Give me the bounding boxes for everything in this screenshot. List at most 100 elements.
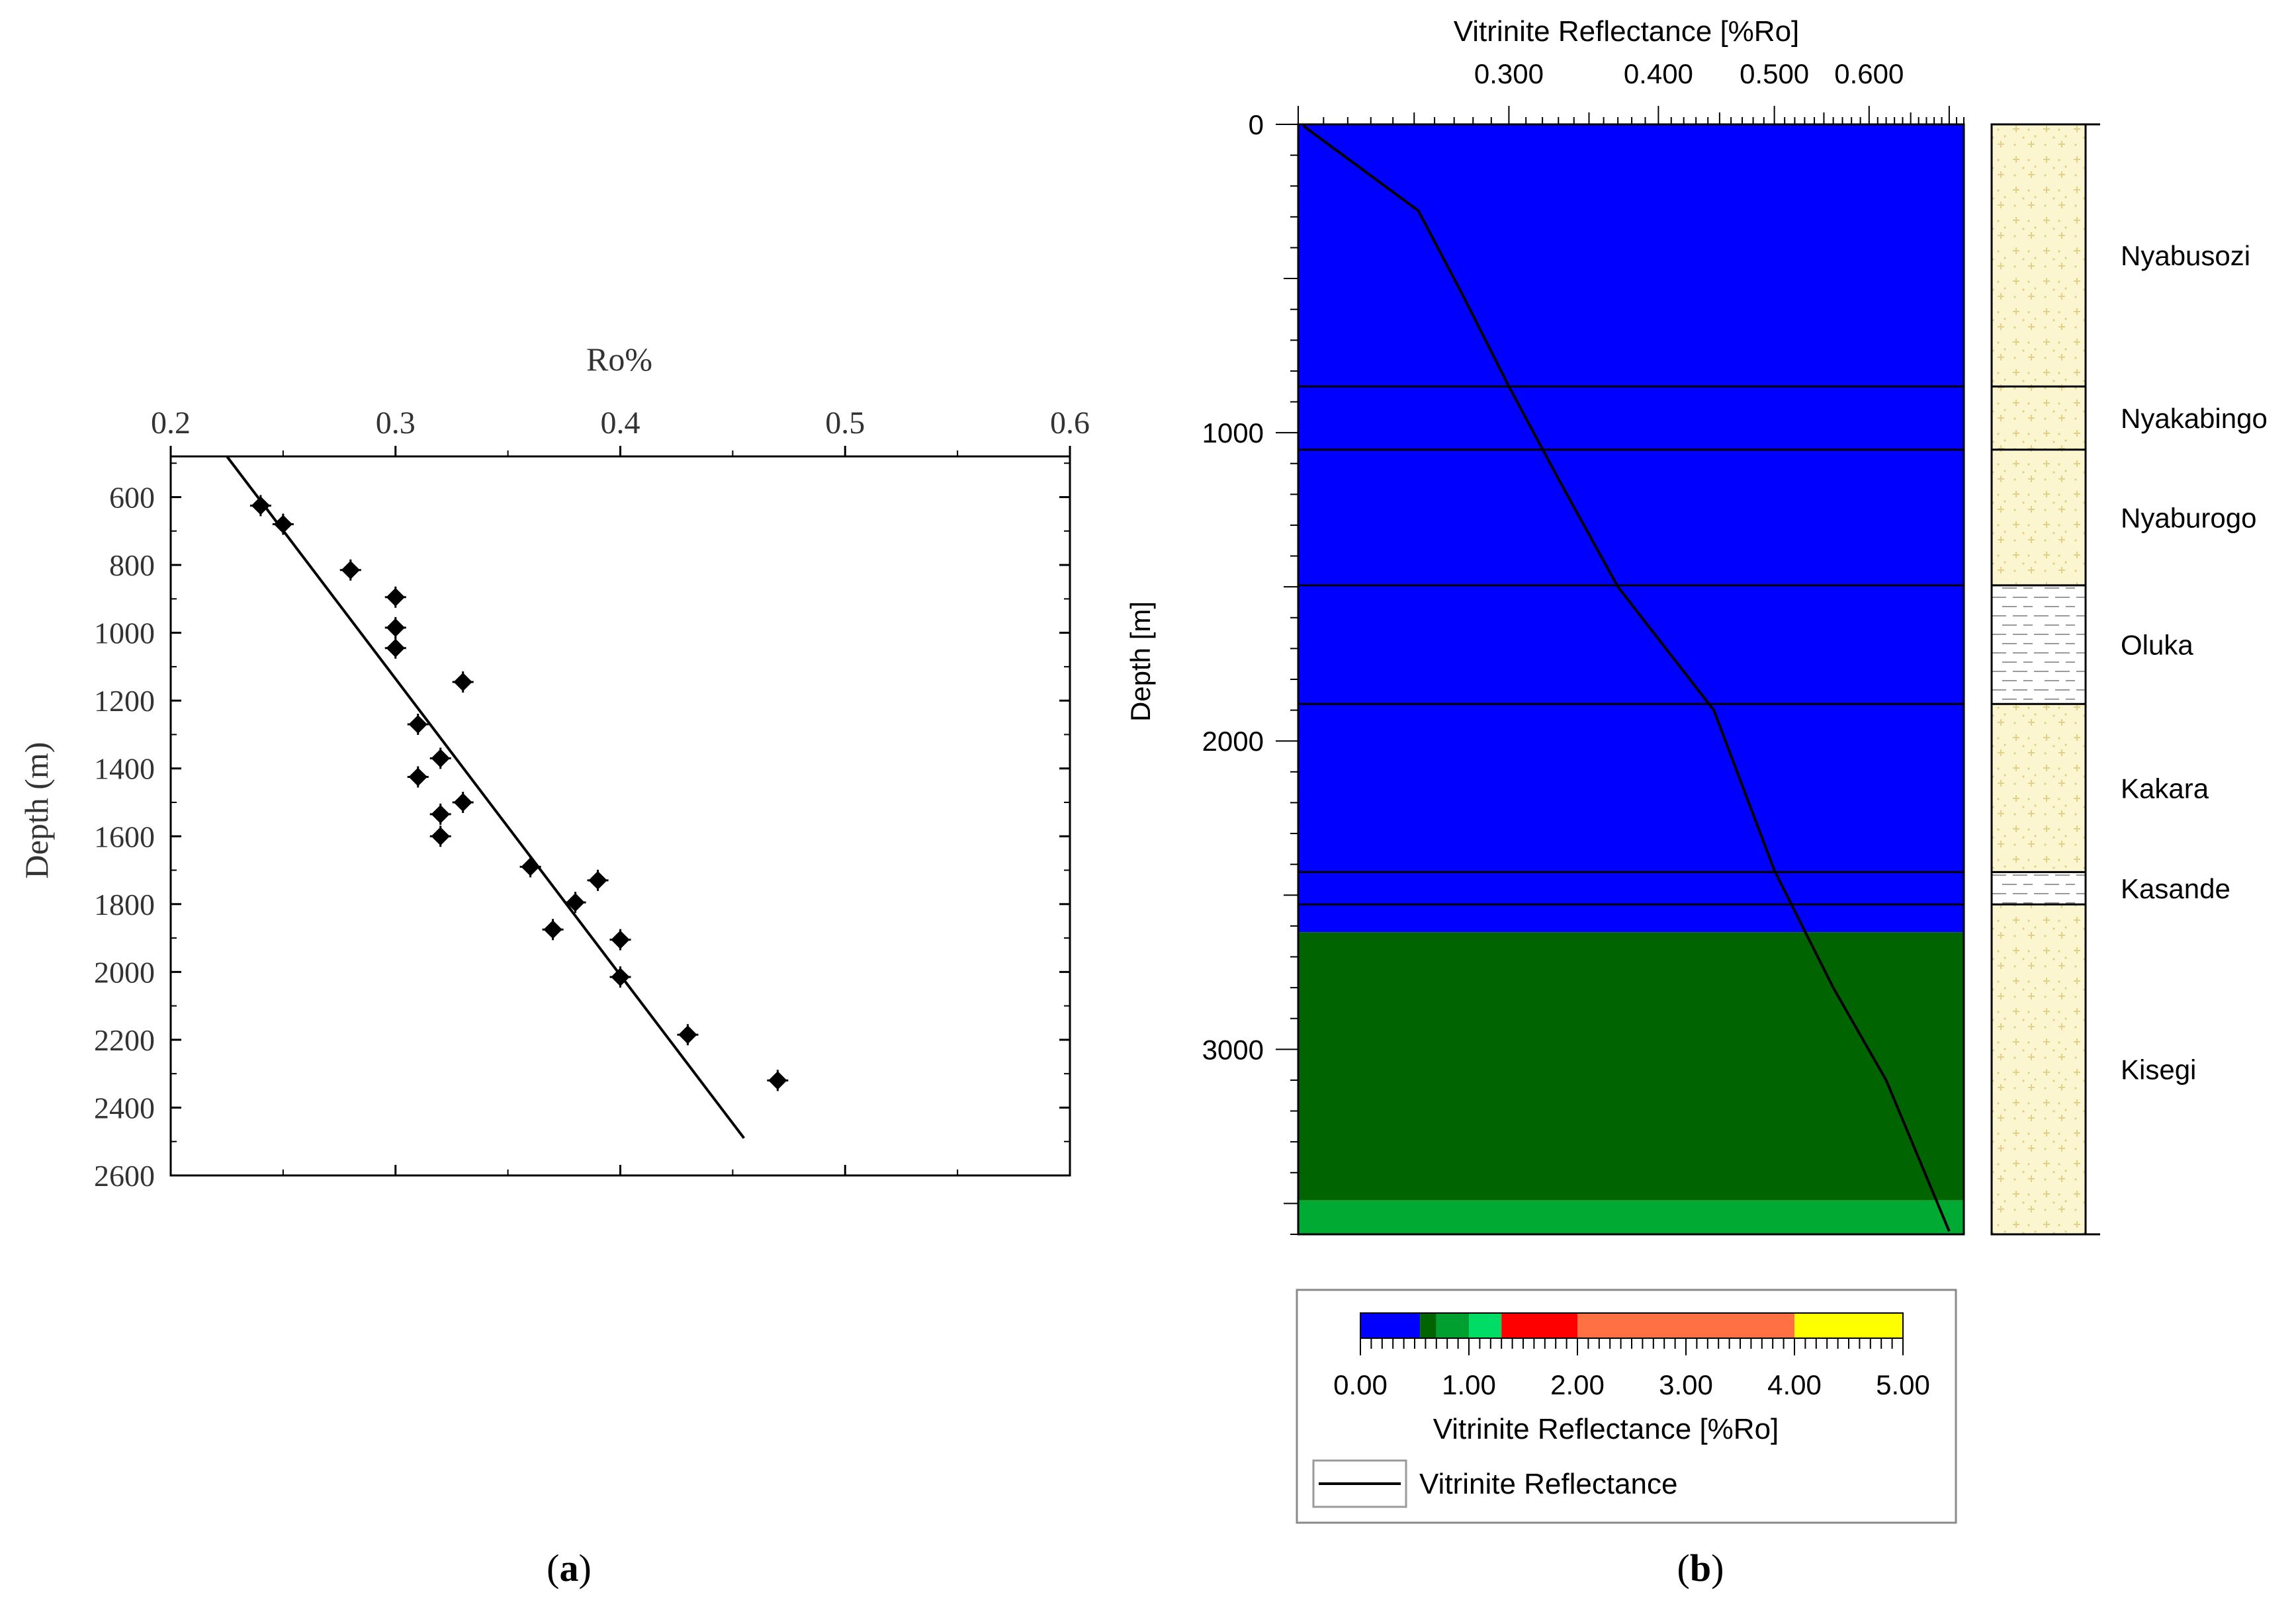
- formation-label: Kisegi: [2121, 1054, 2196, 1085]
- panel-a-y-axis-label: Depth (m): [18, 742, 55, 879]
- a-data-point: [429, 826, 451, 847]
- panel-b-maturity-zones: [1298, 124, 1964, 1234]
- panel-a-data-points: [249, 495, 789, 1091]
- panel-a-x-ticks: 0.2 0.3 0.4 0.5 0.6: [151, 405, 1090, 1175]
- a-data-point: [767, 1070, 789, 1091]
- panel-b-y-ticks: 0 1000 2000 3000: [1202, 109, 1298, 1235]
- a-data-point: [384, 637, 406, 659]
- a-data-point: [519, 856, 541, 878]
- color-scale-segment: [1360, 1313, 1421, 1338]
- formation-block: [1992, 904, 2086, 1234]
- formation-block: [1992, 704, 2086, 872]
- maturity-zone: [1298, 1200, 1964, 1234]
- stratigraphic-column: Nyabusozi Nyakabingo Nyaburogo Oluka Kakara K…: [1990, 123, 2268, 1236]
- legend-entry-vitrinite: Vitrinite Reflectance: [1419, 1468, 1678, 1500]
- color-scale-segment: [1794, 1313, 1903, 1338]
- a-y-tick-label: 1600: [94, 820, 155, 853]
- color-scale-label: Vitrinite Reflectance [%Ro]: [1433, 1413, 1779, 1445]
- a-data-point: [384, 586, 406, 608]
- color-scale-segment: [1420, 1313, 1436, 1338]
- color-scale-segment: [1501, 1313, 1577, 1338]
- panel-a-scatter-chart: 0.2 0.3 0.4 0.5 0.6 600 800 1000 1200 1400 1600 18…: [18, 341, 1090, 1590]
- color-scale-segment: [1436, 1313, 1469, 1338]
- a-data-point: [429, 747, 451, 769]
- a-x-tick-label: 0.4: [601, 405, 640, 441]
- color-scale-tick-label: 2.00: [1550, 1369, 1605, 1400]
- panel-b-legend: 0.00 1.00 2.00 3.00 4.00 5.00 Vitrinite Refle…: [1296, 1289, 1957, 1524]
- a-data-point: [452, 671, 474, 693]
- a-data-point: [429, 803, 451, 825]
- a-y-tick-label: 800: [109, 548, 155, 582]
- maturity-zone: [1298, 932, 1964, 1201]
- b-y-tick-label: 1000: [1202, 417, 1264, 448]
- color-scale-tick-label: 0.00: [1333, 1369, 1388, 1400]
- panel-b-caption-letter: b: [1690, 1547, 1711, 1590]
- a-trend-line: [226, 455, 745, 1139]
- panel-a-caption-letter: a: [560, 1547, 579, 1590]
- b-x-tick-label: 0.600: [1834, 58, 1904, 89]
- a-y-tick-label: 1400: [94, 752, 155, 786]
- panel-b-formation-boundaries: [1298, 385, 1964, 906]
- formation-block: [1992, 872, 2086, 905]
- formation-label: Nyaburogo: [2121, 502, 2256, 533]
- a-data-point: [452, 791, 474, 813]
- b-y-tick-label: 2000: [1202, 726, 1264, 757]
- panel-b-vitrinite-line-group: [1302, 124, 1951, 1232]
- panel-a-trend-line-group: [226, 455, 745, 1139]
- panel-b-y-axis-label: Depth [m]: [1125, 601, 1156, 722]
- panel-a-plot-frame: [169, 455, 1071, 1177]
- panel-b-caption: (b): [1677, 1547, 1724, 1590]
- formation-label: Nyabusozi: [2121, 240, 2250, 271]
- vitrinite-reflectance-line: [1302, 124, 1951, 1232]
- panel-a-caption: (a): [547, 1547, 592, 1590]
- formation-block: [1992, 449, 2086, 585]
- a-data-point: [564, 892, 586, 913]
- formation-label: Kakara: [2121, 773, 2209, 804]
- formation-block: [1992, 585, 2086, 704]
- a-x-tick-label: 0.3: [376, 405, 416, 441]
- color-scale-tick-label: 4.00: [1767, 1369, 1822, 1400]
- panel-b-vitrinite-profile: 0.300 0.400 0.500 0.600 0 1000 2000 3000 Vitri…: [1125, 15, 2268, 1590]
- panel-a-y-ticks: 600 800 1000 1200 1400 1600 1800 2000 2200 2400 26…: [94, 462, 1070, 1193]
- formation-block: [1992, 386, 2086, 450]
- a-data-point: [339, 559, 361, 581]
- a-data-point: [407, 766, 429, 788]
- a-x-tick-label: 0.5: [825, 405, 865, 441]
- a-y-tick-label: 1000: [94, 616, 155, 650]
- color-scale-tick-label: 5.00: [1876, 1369, 1930, 1400]
- a-data-point: [407, 714, 429, 736]
- color-scale-ticks: 0.00 1.00 2.00 3.00 4.00 5.00: [1333, 1338, 1930, 1400]
- a-y-tick-label: 2600: [94, 1159, 155, 1193]
- a-y-tick-label: 2400: [94, 1091, 155, 1125]
- a-data-point: [677, 1024, 699, 1046]
- a-data-point: [249, 495, 271, 517]
- color-scale-tick-label: 1.00: [1442, 1369, 1496, 1400]
- strat-column-frame: [1990, 123, 2087, 1236]
- panel-b-chart-title: Vitrinite Reflectance [%Ro]: [1454, 15, 1800, 48]
- b-x-tick-label: 0.300: [1474, 58, 1544, 89]
- a-x-tick-label: 0.2: [151, 405, 191, 441]
- a-y-tick-label: 2000: [94, 955, 155, 989]
- a-y-tick-label: 1800: [94, 888, 155, 921]
- a-data-point: [272, 513, 294, 535]
- b-y-tick-label: 0: [1249, 109, 1264, 140]
- a-data-point: [609, 929, 631, 951]
- a-y-tick-label: 1200: [94, 684, 155, 718]
- a-data-point: [384, 616, 406, 638]
- formation-block: [1992, 124, 2086, 387]
- panel-a-x-axis-label: Ro%: [586, 341, 652, 378]
- a-data-point: [587, 869, 609, 891]
- color-scale-tick-label: 3.00: [1659, 1369, 1713, 1400]
- panel-b-x-ticks: 0.300 0.400 0.500 0.600: [1298, 58, 1965, 126]
- b-x-tick-label: 0.400: [1624, 58, 1693, 89]
- color-scale-segment: [1469, 1313, 1502, 1338]
- formation-label: Kasande: [2121, 873, 2230, 904]
- a-y-tick-label: 600: [109, 481, 155, 515]
- color-scale-segment: [1577, 1313, 1794, 1338]
- formation-label: Nyakabingo: [2121, 403, 2268, 434]
- a-data-point: [542, 919, 564, 941]
- b-y-tick-label: 3000: [1202, 1034, 1264, 1065]
- color-scale-bar: [1360, 1312, 1904, 1339]
- a-y-tick-label: 2200: [94, 1023, 155, 1057]
